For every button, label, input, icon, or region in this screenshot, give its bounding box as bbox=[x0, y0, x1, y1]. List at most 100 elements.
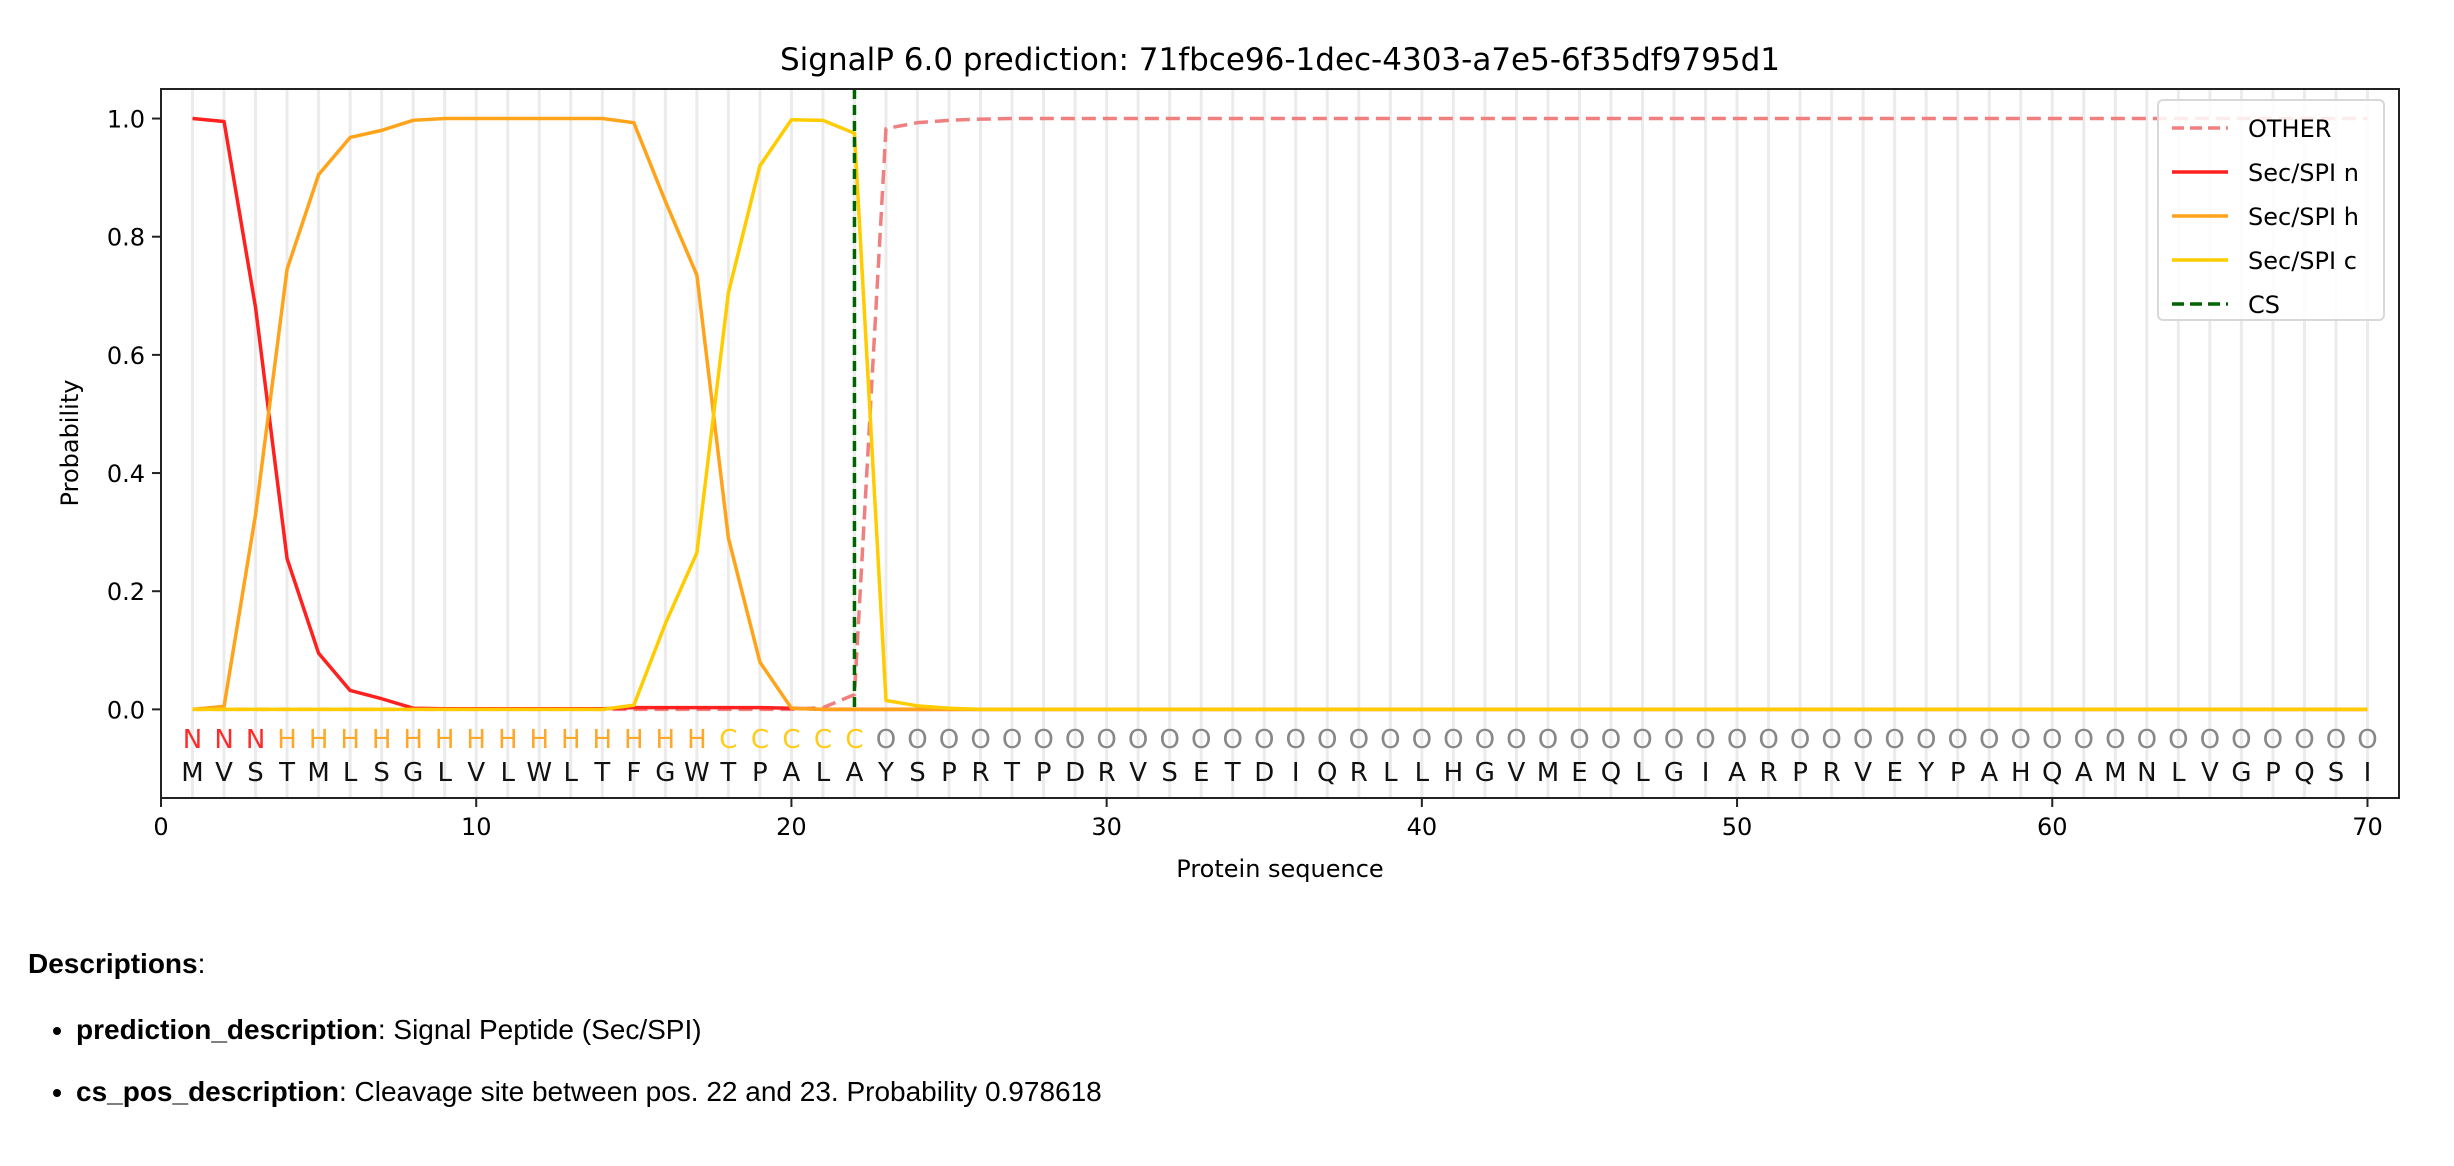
region-label: O bbox=[1695, 725, 1715, 755]
region-label: H bbox=[466, 725, 486, 755]
residue-label: I bbox=[2364, 758, 2372, 788]
y-tick-label: 0.4 bbox=[107, 460, 145, 488]
legend-label: Sec/SPI n bbox=[2248, 159, 2359, 187]
residue-label: A bbox=[1980, 758, 1998, 788]
region-label: O bbox=[1727, 725, 1747, 755]
region-label: O bbox=[1821, 725, 1841, 755]
x-tick-label: 40 bbox=[1407, 813, 1438, 841]
x-tick-label: 70 bbox=[2352, 813, 2383, 841]
plot-frame bbox=[160, 88, 2400, 799]
region-label: O bbox=[1758, 725, 1778, 755]
residue-label: F bbox=[626, 758, 641, 788]
x-tick-label: 60 bbox=[2037, 813, 2068, 841]
residue-label: V bbox=[467, 758, 485, 788]
region-label: O bbox=[1853, 725, 1873, 755]
residue-label: E bbox=[1886, 758, 1902, 788]
residue-label: T bbox=[1224, 758, 1241, 788]
y-tick-label: 0.0 bbox=[107, 696, 145, 724]
residue-label: Y bbox=[1917, 758, 1934, 788]
residue-label: V bbox=[1854, 758, 1872, 788]
region-label: O bbox=[1002, 725, 1022, 755]
region-label: C bbox=[814, 725, 832, 755]
residue-label: A bbox=[783, 758, 801, 788]
x-tick-label: 10 bbox=[461, 813, 492, 841]
residue-label: N bbox=[2137, 758, 2156, 788]
residue-label: L bbox=[1635, 758, 1650, 788]
residue-label: M bbox=[1537, 758, 1559, 788]
x-tick-label: 0 bbox=[153, 813, 168, 841]
residue-label: H bbox=[2011, 758, 2031, 788]
residue-label: S bbox=[2328, 758, 2345, 788]
residue-label: Q bbox=[2042, 758, 2062, 788]
region-label: H bbox=[498, 725, 518, 755]
axes: 0 10 20 30 40 50 60 70 0.0 0.2 0.4 0.6 0.8 1.0 bbox=[107, 106, 2383, 841]
residue-label: R bbox=[1098, 758, 1116, 788]
signalp-chart: SignalP 6.0 prediction: 71fbce96-1dec-43… bbox=[56, 42, 2400, 883]
region-label: O bbox=[1380, 725, 1400, 755]
region-label: O bbox=[2263, 725, 2283, 755]
residue-label: E bbox=[1193, 758, 1209, 788]
region-label: H bbox=[435, 725, 455, 755]
region-label: O bbox=[1317, 725, 1337, 755]
residue-label: T bbox=[278, 758, 295, 788]
y-tick-label: 0.6 bbox=[107, 342, 145, 370]
region-label: O bbox=[1884, 725, 1904, 755]
residue-label: L bbox=[437, 758, 452, 788]
x-axis-label: Protein sequence bbox=[1176, 855, 1383, 883]
region-label: O bbox=[907, 725, 927, 755]
region-label: O bbox=[1096, 725, 1116, 755]
residue-label: A bbox=[2075, 758, 2093, 788]
residue-label: R bbox=[972, 758, 990, 788]
region-label: O bbox=[2168, 725, 2188, 755]
region-label: N bbox=[183, 725, 202, 755]
residue-label: P bbox=[752, 758, 768, 788]
region-label: O bbox=[1569, 725, 1589, 755]
residue-label: V bbox=[2201, 758, 2219, 788]
residue-label: Q bbox=[2294, 758, 2314, 788]
region-label: H bbox=[372, 725, 392, 755]
residue-label: S bbox=[373, 758, 390, 788]
region-label: O bbox=[970, 725, 990, 755]
region-label: H bbox=[309, 725, 329, 755]
region-label: O bbox=[1632, 725, 1652, 755]
region-label: H bbox=[277, 725, 297, 755]
residue-label: L bbox=[343, 758, 358, 788]
residue-label: T bbox=[719, 758, 736, 788]
residue-label: S bbox=[909, 758, 926, 788]
residue-label: R bbox=[1350, 758, 1368, 788]
legend-label: Sec/SPI c bbox=[2248, 247, 2357, 275]
region-label: H bbox=[656, 725, 676, 755]
region-label: O bbox=[1128, 725, 1148, 755]
residue-label: W bbox=[684, 758, 710, 788]
residue-label: L bbox=[564, 758, 579, 788]
residue-label: M bbox=[307, 758, 329, 788]
residue-label: P bbox=[2265, 758, 2281, 788]
y-axis-label: Probability bbox=[56, 380, 84, 507]
region-label: H bbox=[403, 725, 423, 755]
region-label: O bbox=[1790, 725, 1810, 755]
region-label: O bbox=[876, 725, 896, 755]
region-label: O bbox=[1286, 725, 1306, 755]
region-label: O bbox=[1664, 725, 1684, 755]
description-item: prediction_description: Signal Peptide (… bbox=[76, 1014, 1102, 1046]
legend: OTHER Sec/SPI n Sec/SPI h Sec/SPI c CS bbox=[2157, 99, 2385, 321]
residue-label: D bbox=[1065, 758, 1085, 788]
y-tick-label: 0.8 bbox=[107, 224, 145, 252]
region-label: O bbox=[1947, 725, 1967, 755]
residue-label: A bbox=[846, 758, 864, 788]
residue-label: P bbox=[1036, 758, 1052, 788]
region-label: H bbox=[593, 725, 613, 755]
region-label: O bbox=[939, 725, 959, 755]
region-label: C bbox=[782, 725, 800, 755]
residue-label: P bbox=[1792, 758, 1808, 788]
residue-label: W bbox=[526, 758, 552, 788]
residue-label: S bbox=[1161, 758, 1178, 788]
residue-label: T bbox=[593, 758, 610, 788]
grid-lines bbox=[191, 89, 2369, 798]
residue-label: Q bbox=[1317, 758, 1337, 788]
region-label: O bbox=[1159, 725, 1179, 755]
descriptions-heading: Descriptions: bbox=[28, 948, 206, 979]
region-label: C bbox=[719, 725, 737, 755]
residue-label: H bbox=[1444, 758, 1464, 788]
region-label: H bbox=[624, 725, 644, 755]
